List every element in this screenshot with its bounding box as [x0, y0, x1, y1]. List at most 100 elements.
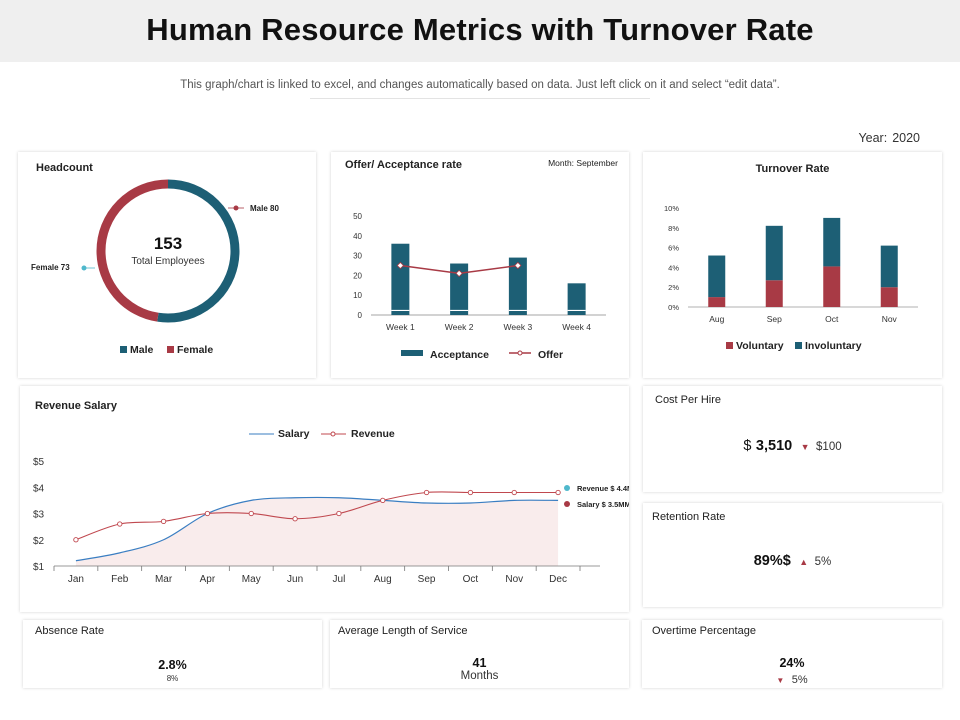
legend-involuntary-swatch: [795, 342, 802, 349]
callout-salary-dot: [564, 501, 570, 507]
cost-per-hire-delta: $100: [816, 441, 842, 453]
voluntary-bar: [880, 287, 898, 307]
service-sub: Months: [460, 670, 499, 682]
involuntary-bar: [765, 225, 783, 281]
offer-x-tick: Week 4: [562, 322, 591, 332]
absence-title: Absence Rate: [35, 625, 105, 637]
legend-female-swatch: [167, 346, 174, 353]
overtime-value: 24%: [779, 656, 805, 670]
revenue-x-tick: May: [242, 574, 261, 585]
offer-y-tick: 20: [353, 271, 362, 280]
legend-voluntary-swatch: [726, 342, 733, 349]
headcount-total: 153: [154, 234, 182, 253]
cost-per-hire-title: Cost Per Hire: [655, 394, 722, 406]
revenue-x-tick: Jan: [68, 574, 84, 585]
revenue-point: [336, 510, 342, 517]
revenue-point: [380, 497, 386, 504]
down-arrow-icon: ▼: [776, 676, 785, 685]
legend-offer-marker: [517, 350, 523, 356]
revenue-x-tick: Oct: [463, 574, 479, 585]
subtitle-divider: [310, 98, 650, 99]
retention-card[interactable]: Retention Rate 89%$ ▲ 5%: [643, 503, 942, 607]
revenue-y-tick: $5: [33, 457, 45, 468]
year-caption: Year:: [858, 131, 888, 145]
legend-revenue-marker: [330, 431, 336, 437]
turnover-title: Turnover Rate: [755, 163, 830, 175]
legend-salary-label: Salary: [278, 428, 310, 440]
revenue-point: [423, 489, 430, 496]
revenue-x-tick: Nov: [505, 574, 523, 585]
offer-chart[interactable]: 0 10 20 30 40 50 Week 1 Week 2 Week 3 Week 4 Acce…: [331, 152, 629, 378]
offer-y-tick: 40: [353, 232, 362, 241]
offer-y-tick: 0: [358, 311, 363, 320]
legend-revenue-label: Revenue: [351, 428, 395, 440]
offer-card[interactable]: Offer/ Acceptance rate Month: September …: [331, 152, 629, 378]
offer-x-tick: Week 3: [504, 322, 533, 332]
voluntary-bar: [708, 297, 726, 307]
headcount-card[interactable]: Headcount 153 Total Employees Male 80 Fe…: [18, 152, 316, 378]
turnover-y-tick: 0%: [668, 303, 679, 312]
overtime-title: Overtime Percentage: [652, 625, 756, 637]
male-callout-dot: [233, 205, 239, 211]
revenue-y-tick: $1: [33, 562, 45, 573]
turnover-y-tick: 10%: [664, 204, 679, 213]
cost-per-hire-value: 3,510: [755, 438, 793, 454]
turnover-chart[interactable]: 0% 2% 4% 6% 8% 10% Aug Sep Oct Nov Voluntary Invo…: [643, 152, 942, 378]
service-card[interactable]: Average Length of Service 41 Months: [330, 620, 629, 688]
involuntary-bar: [880, 245, 898, 288]
donut-female-arc[interactable]: [96, 179, 240, 323]
voluntary-bar: [823, 266, 841, 307]
revenue-point: [467, 489, 474, 496]
female-callout-dot: [81, 265, 87, 271]
turnover-y-tick: 2%: [668, 283, 679, 292]
offer-y-tick: 30: [353, 252, 362, 261]
revenue-x-tick: Dec: [549, 574, 567, 585]
page-subtitle: This graph/chart is linked to excel, and…: [180, 79, 780, 91]
revenue-y-tick: $4: [33, 483, 45, 494]
revenue-x-tick: Apr: [200, 574, 216, 585]
retention-value: 89%$: [753, 553, 791, 569]
cost-per-hire-card[interactable]: Cost Per Hire $ 3,510 ▼ $100: [643, 386, 942, 492]
legend-female-label: Female: [177, 344, 213, 356]
up-arrow-icon: ▲: [799, 557, 809, 567]
offer-x-tick: Week 2: [445, 322, 474, 332]
turnover-card[interactable]: Turnover Rate 0% 2% 4% 6% 8% 10% Aug Sep Oct Nov …: [643, 152, 942, 378]
turnover-y-tick: 4%: [668, 263, 679, 272]
offer-x-tick: Week 1: [386, 322, 415, 332]
revenue-y-tick: $2: [33, 536, 45, 547]
absence-sub: 8%: [166, 674, 179, 683]
cost-per-hire-value-row: $ 3,510 ▼ $100: [643, 437, 942, 455]
turnover-y-tick: 8%: [668, 224, 679, 233]
legend-male-swatch: [120, 346, 127, 353]
retention-delta: 5%: [814, 556, 832, 568]
acceptance-bar: [450, 263, 469, 315]
service-title: Average Length of Service: [338, 625, 468, 637]
offer-point: [514, 261, 522, 270]
offer-title: Offer/ Acceptance rate: [345, 159, 462, 171]
overtime-card[interactable]: Overtime Percentage 24% ▼ 5%: [642, 620, 942, 688]
revenue-salary-card[interactable]: Revenue Salary $1 $2 $3 $4 $5 Jan Feb Mar Apr May…: [20, 386, 629, 612]
absence-card[interactable]: Absence Rate 2.8% 8%: [23, 620, 322, 688]
retention-value-row: 89%$ ▲ 5%: [643, 552, 942, 570]
callout-salary-label: Salary $ 3.5MM: [577, 500, 629, 509]
male-callout: Male 80: [250, 204, 279, 213]
revenue-x-tick: Sep: [418, 574, 436, 585]
female-callout: Female 73: [31, 263, 70, 272]
revenue-series-line: [75, 491, 559, 541]
year-value: 2020: [892, 131, 920, 145]
cost-per-hire-currency: $: [743, 438, 752, 454]
offer-point: [396, 261, 405, 270]
legend-offer-label: Offer: [538, 349, 563, 361]
turnover-x-tick: Aug: [709, 314, 724, 324]
absence-value: 2.8%: [158, 658, 187, 672]
acceptance-bar: [391, 243, 410, 315]
acceptance-bar: [508, 257, 527, 315]
revenue-salary-chart[interactable]: $1 $2 $3 $4 $5 Jan Feb Mar Apr May Jun Jul Aug Sep Oct…: [20, 386, 629, 612]
offer-month-label: Month: September: [548, 158, 618, 168]
revenue-point: [511, 489, 517, 496]
headcount-donut-chart[interactable]: 153 Total Employees Male 80 Female 73 Ma…: [18, 152, 316, 378]
revenue-x-tick: Mar: [155, 574, 173, 585]
legend-acceptance-label: Acceptance: [430, 349, 489, 361]
legend-male-label: Male: [130, 344, 154, 356]
revenue-x-tick: Jul: [333, 574, 346, 585]
